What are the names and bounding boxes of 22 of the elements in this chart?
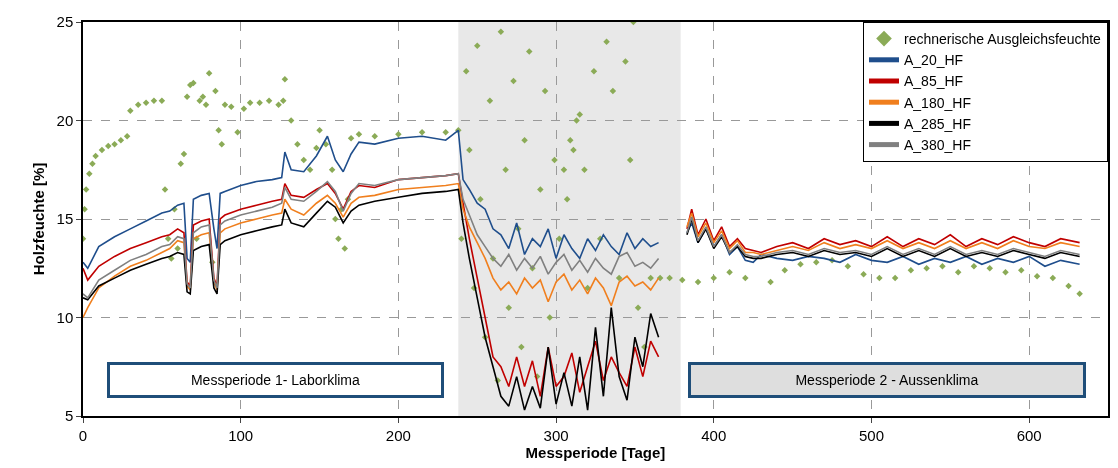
x-tick-label: 400 xyxy=(701,426,727,444)
x-tick-label: 100 xyxy=(228,426,254,444)
y-tick-label: 5 xyxy=(64,407,74,425)
legend-label: rechnerische Ausgleichsfeuchte xyxy=(904,31,1102,48)
y-axis-title: Holzfeuchte [%] xyxy=(30,162,48,276)
annotation: Messperiode 1- Laborklima xyxy=(190,372,361,388)
legend-label: A_380_HF xyxy=(904,137,971,154)
x-tick-label: 200 xyxy=(385,426,411,444)
y-tick-label: 25 xyxy=(56,13,74,31)
legend-label: A_180_HF xyxy=(904,94,971,111)
y-tick-label: 10 xyxy=(56,308,74,326)
x-tick-label: 300 xyxy=(543,426,569,444)
legend-label: A_20_HF xyxy=(904,52,964,69)
legend-label: A_85_HF xyxy=(904,73,964,90)
x-tick-label: 0 xyxy=(78,426,88,444)
legend-label: A_285_HF xyxy=(904,115,971,132)
y-tick-label: 20 xyxy=(56,111,74,129)
x-tick-label: 500 xyxy=(858,426,884,444)
y-tick-label: 15 xyxy=(56,210,74,228)
annotation: Messperiode 2 - Aussenklima xyxy=(795,372,979,388)
x-axis-title: Messperiode [Tage] xyxy=(525,443,666,461)
x-tick-label: 600 xyxy=(1016,426,1042,444)
